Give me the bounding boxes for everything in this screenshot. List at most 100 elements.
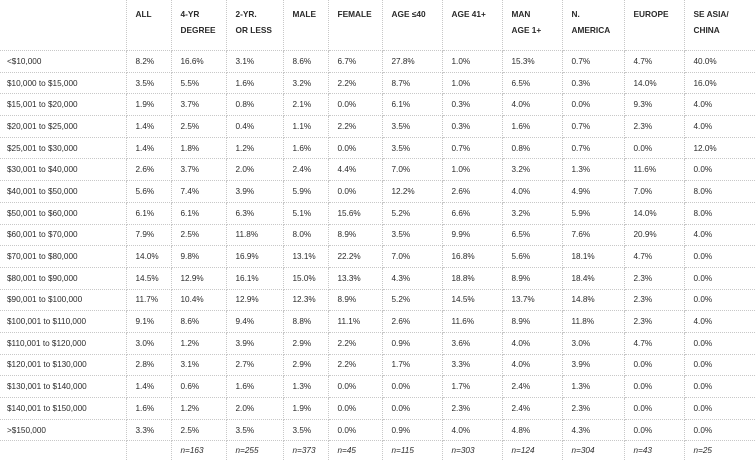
table-cell: 11.6% [442,310,503,333]
table-cell: 2.6% [382,310,443,333]
table-cell: 6.6% [442,202,503,225]
table-cell: 1.2% [226,137,284,160]
column-header: AGE 41+ [442,0,503,51]
row-label: $40,001 to $50,000 [0,180,127,203]
table-row: $10,000 to $15,000 3.5% 5.5% 1.6% 3.2% 2.2% 8.… [0,72,755,95]
table-cell: 18.8% [442,267,503,290]
table-cell: 16.9% [226,245,284,268]
table-cell: 7.4% [171,180,227,203]
table-cell: 1.1% [283,115,329,138]
row-label: $30,001 to $40,000 [0,158,127,182]
table-cell: 10.4% [171,289,227,312]
table-row: >$150,000 3.3% 2.5% 3.5% 3.5% 0.0% 0.9% 4.0% 4.8… [0,419,755,442]
table-cell: 27.8% [382,50,443,73]
table-cell: 1.6% [502,115,563,138]
table-cell: 1.9% [283,397,329,420]
row-label: $60,001 to $70,000 [0,224,127,247]
table-cell: 18.4% [562,267,625,290]
table-cell: 2.3% [562,397,625,420]
table-cell: 2.6% [126,158,172,182]
table-cell: 0.0% [562,93,625,117]
table-cell: 0.9% [382,332,443,355]
table-cell: 8.0% [684,202,755,225]
table-cell: 8.9% [502,267,563,290]
row-label: $10,000 to $15,000 [0,72,127,95]
table-header: ALL 4-YR DEGREE 2-YR. OR LESS MALE FEMALE AGE ≤… [0,0,755,51]
table-cell: 4.0% [684,224,755,247]
table-cell: 12.9% [171,267,227,290]
table-cell: 1.7% [382,354,443,377]
column-header-line2: AMERICA [571,25,611,35]
column-header-line2: DEGREE [180,25,216,35]
table-cell: 16.8% [442,245,503,268]
table-cell: 2.5% [171,224,227,247]
table-cell: 0.8% [502,137,563,160]
table-row: $60,001 to $70,000 7.9% 2.5% 11.8% 8.0% 8.9% 3… [0,224,755,247]
table-cell: 1.0% [442,50,503,73]
row-label: $130,001 to $140,000 [0,375,127,398]
header-row: ALL 4-YR DEGREE 2-YR. OR LESS MALE FEMALE AGE ≤… [0,0,755,51]
table-cell: 6.3% [226,202,284,225]
table-cell: 2.3% [624,115,685,138]
table-cell: 5.2% [382,202,443,225]
table-cell: 2.6% [442,180,503,203]
table-cell: 1.4% [126,115,172,138]
column-header-line1: ALL [135,9,152,19]
table-cell: 3.5% [283,419,329,442]
table-body: <$10,000 8.2% 16.6% 3.1% 8.6% 6.7% 27.8% 1.0% 15… [0,50,755,442]
table-row: $90,001 to $100,000 11.7% 10.4% 12.9% 12.3% 8… [0,289,755,312]
table-row: $110,001 to $120,000 3.0% 1.2% 3.9% 2.9% 2.2%… [0,332,755,355]
table-cell: 2.2% [328,332,383,355]
table-cell: 14.5% [442,289,503,312]
table-cell: 8.6% [171,310,227,333]
table-cell: 4.0% [502,93,563,117]
table-cell: 14.0% [624,72,685,95]
table-cell: 14.5% [126,267,172,290]
column-header: ALL [126,0,172,51]
table-cell: 2.3% [624,310,685,333]
table-cell: 0.7% [442,137,503,160]
table-cell: 11.6% [624,158,685,182]
table-row: $50,001 to $60,000 6.1% 6.1% 6.3% 5.1% 15.6% 5… [0,202,755,225]
table-cell: 1.0% [442,72,503,95]
table-cell: 22.2% [328,245,383,268]
table-cell: 12.0% [684,137,755,160]
table-cell: 16.6% [171,50,227,73]
table-cell: 8.7% [382,72,443,95]
table-cell: 13.7% [502,289,563,312]
table-row: $120,001 to $130,000 2.8% 3.1% 2.7% 2.9% 2.2%… [0,354,755,377]
sample-size-cell [126,440,172,460]
table-cell: 8.9% [328,224,383,247]
column-header: AGE ≤40 [382,0,443,51]
table-cell: 2.3% [442,397,503,420]
table-cell: 8.8% [283,310,329,333]
column-header-line2: OR LESS [235,25,272,35]
table-row: $20,001 to $25,000 1.4% 2.5% 0.4% 1.1% 2.2% 3.… [0,115,755,138]
sample-size-cell: n=25 [693,446,712,456]
table-cell: 7.0% [382,245,443,268]
column-header-line1: MALE [292,9,317,19]
column-header-line2: AGE 1+ [511,25,542,35]
table-cell: 0.0% [684,375,755,398]
table-cell: 2.4% [502,397,563,420]
table-cell: 4.4% [328,158,383,182]
table-cell: 4.7% [624,245,685,268]
table-cell: 3.3% [442,354,503,377]
sample-size-cell: n=303 [442,440,503,460]
table-cell: 0.0% [684,397,755,420]
table-row: $25,001 to $30,000 1.4% 1.8% 1.2% 1.6% 0.0% 3.… [0,137,755,160]
row-label: $25,001 to $30,000 [0,137,127,160]
table-row: $140,001 to $150,000 1.6% 1.2% 2.0% 1.9% 0.0%… [0,397,755,420]
table-cell: 9.4% [226,310,284,333]
table-cell: 0.9% [382,419,443,442]
row-label: $70,001 to $80,000 [0,245,127,268]
table-cell: 11.1% [328,310,383,333]
sample-size-cell [0,440,127,460]
table-cell: 2.4% [283,158,329,182]
table-cell: 3.6% [442,332,503,355]
column-header: SE ASIA/CHINA [684,0,755,51]
table-cell: 8.0% [684,180,755,203]
table-cell: 20.9% [624,224,685,247]
table-cell: 4.0% [502,354,563,377]
column-header-line1: EUROPE [633,9,669,19]
